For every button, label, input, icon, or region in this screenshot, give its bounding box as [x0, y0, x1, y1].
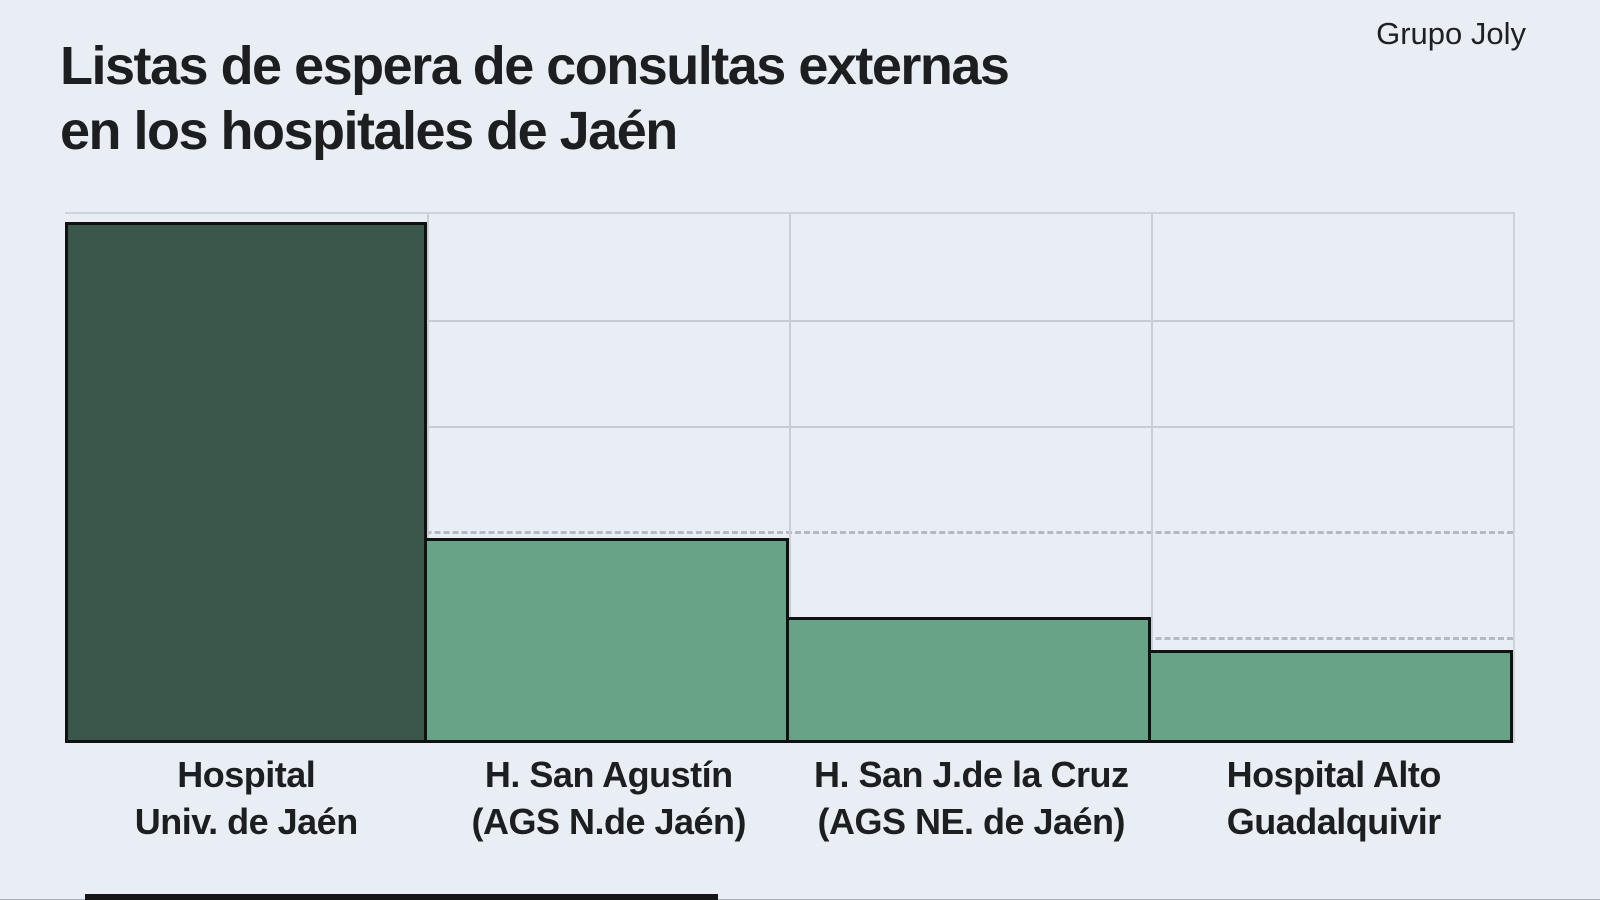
bar-chart-plot: [65, 212, 1515, 743]
x-axis-label-3-line-1: H. San J.de la Cruz: [813, 754, 1129, 795]
v-gridline: [427, 214, 429, 743]
x-axis-label-3-line-2: (AGS NE. de Jaén): [817, 800, 1126, 842]
x-axis-label-1: Hospital Univ. de Jaén: [65, 752, 428, 846]
x-axis-label-3: H. San J.de la Cruz (AGS NE. de Jaén): [790, 752, 1153, 846]
v-gridline: [1151, 214, 1153, 743]
chart-title-line-2: en los hospitales de Jaén: [60, 100, 678, 161]
x-axis-label-2-line-2: (AGS N.de Jaén): [471, 800, 747, 842]
x-axis-label-2-line-1: H. San Agustín: [484, 754, 733, 795]
bar-4: [1148, 649, 1513, 743]
v-gridline: [789, 214, 791, 743]
x-axis-labels: Hospital Univ. de Jaén H. San Agustín (AGS …: [65, 752, 1515, 846]
x-axis-label-4: Hospital Alto Guadalquivir: [1153, 752, 1516, 846]
x-axis-label-1-line-1: Hospital: [177, 754, 316, 795]
bar-1: [65, 222, 427, 743]
chart-title-line-1: Listas de espera de consultas externas: [60, 36, 1010, 96]
bottom-crop-strip: [85, 894, 718, 900]
x-axis-label-4-line-1: Hospital Alto: [1226, 754, 1442, 795]
source-credit: Grupo Joly: [1376, 16, 1526, 51]
bar-3: [786, 617, 1151, 743]
x-axis-label-2: H. San Agustín (AGS N.de Jaén): [428, 752, 791, 846]
chart-title: Listas de espera de consultas externas e…: [60, 34, 1010, 164]
x-axis-label-4-line-2: Guadalquivir: [1226, 800, 1442, 842]
x-axis-label-1-line-2: Univ. de Jaén: [134, 800, 358, 842]
bar-2: [424, 537, 789, 743]
